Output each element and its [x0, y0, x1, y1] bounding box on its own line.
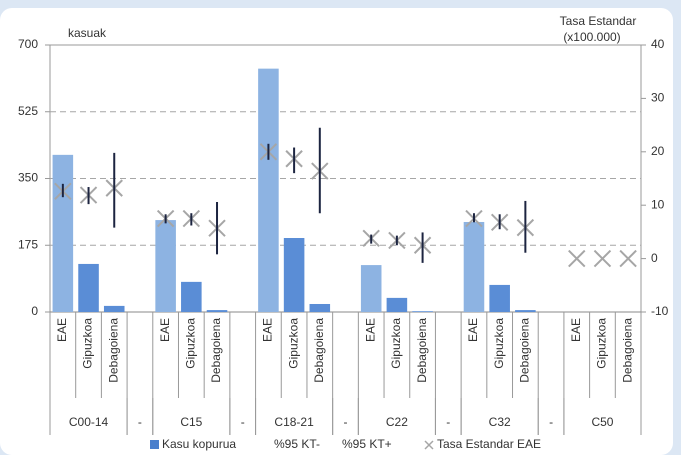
y-tick-label: 175	[18, 237, 38, 251]
legend-label: %95 KT-	[274, 437, 320, 451]
x-tick-label: Gipuzkoa	[492, 318, 506, 369]
y2-tick-label: 30	[651, 91, 665, 105]
x-tick-label: EAE	[466, 318, 480, 342]
y2-tick-label: 40	[651, 37, 665, 51]
y2-tick-label: 10	[651, 197, 665, 211]
x-tick-label: EAE	[569, 318, 583, 342]
group-label: C15	[180, 415, 202, 429]
y-tick-label: 700	[18, 37, 38, 51]
legend-swatch	[424, 440, 434, 450]
x-tick-label: EAE	[158, 318, 172, 342]
bar	[309, 303, 331, 312]
group-label: C50	[591, 415, 613, 429]
bar	[489, 284, 510, 312]
group-label: C18-21	[274, 415, 314, 429]
legend-label: Tasa Estandar EAE	[437, 437, 541, 451]
group-label: -	[138, 415, 142, 429]
x-tick-label: Debagoiena	[415, 318, 429, 383]
bar	[103, 305, 125, 312]
x-tick-label: Gipuzkoa	[81, 318, 95, 369]
bar	[155, 220, 176, 312]
bar	[78, 263, 99, 312]
marker	[619, 249, 637, 268]
x-tick-label: Debagoiena	[518, 318, 532, 383]
y-tick-label: 0	[31, 304, 38, 318]
bar	[181, 281, 202, 312]
y-axis-label: kasuak	[68, 26, 107, 40]
y-tick-label: 525	[18, 104, 38, 118]
group-label: -	[549, 415, 553, 429]
group-label: -	[344, 415, 348, 429]
marker	[593, 249, 612, 268]
bar	[258, 68, 279, 312]
bar	[515, 310, 536, 312]
y2-axis-label: (x100.000)	[563, 30, 620, 44]
x-tick-label: Debagoiena	[312, 318, 326, 383]
group-label: C00-14	[69, 415, 109, 429]
bar	[283, 238, 305, 312]
legend-swatch	[150, 440, 159, 449]
x-tick-label: Gipuzkoa	[389, 318, 403, 369]
x-tick-label: Gipuzkoa	[286, 318, 300, 369]
group-label: C22	[386, 415, 408, 429]
x-tick-label: EAE	[363, 318, 377, 342]
marker	[568, 249, 586, 268]
legend-label: Kasu kopurua	[162, 437, 236, 451]
bar	[463, 221, 485, 312]
x-tick-label: Gipuzkoa	[183, 318, 197, 369]
x-tick-label: EAE	[55, 318, 69, 342]
bar	[52, 154, 74, 312]
y2-axis-label: Tasa Estandar	[560, 14, 637, 28]
bar	[206, 310, 228, 312]
y2-tick-label: -10	[651, 304, 669, 318]
x-tick-label: Debagoiena	[620, 318, 634, 383]
group-label: -	[446, 415, 450, 429]
x-tick-label: Debagoiena	[106, 318, 120, 383]
x-tick-label: Gipuzkoa	[595, 318, 609, 369]
group-label: C32	[489, 415, 511, 429]
y-tick-label: 350	[18, 171, 38, 185]
x-tick-label: EAE	[261, 318, 275, 342]
legend-label: %95 KT+	[342, 437, 392, 451]
panel	[0, 8, 673, 455]
x-tick-label: Debagoiena	[209, 318, 223, 383]
bar	[386, 297, 408, 312]
bar	[412, 311, 433, 312]
y2-tick-label: 20	[651, 144, 665, 158]
group-label: -	[241, 415, 245, 429]
y2-tick-label: 0	[651, 251, 658, 265]
bar	[360, 265, 382, 312]
